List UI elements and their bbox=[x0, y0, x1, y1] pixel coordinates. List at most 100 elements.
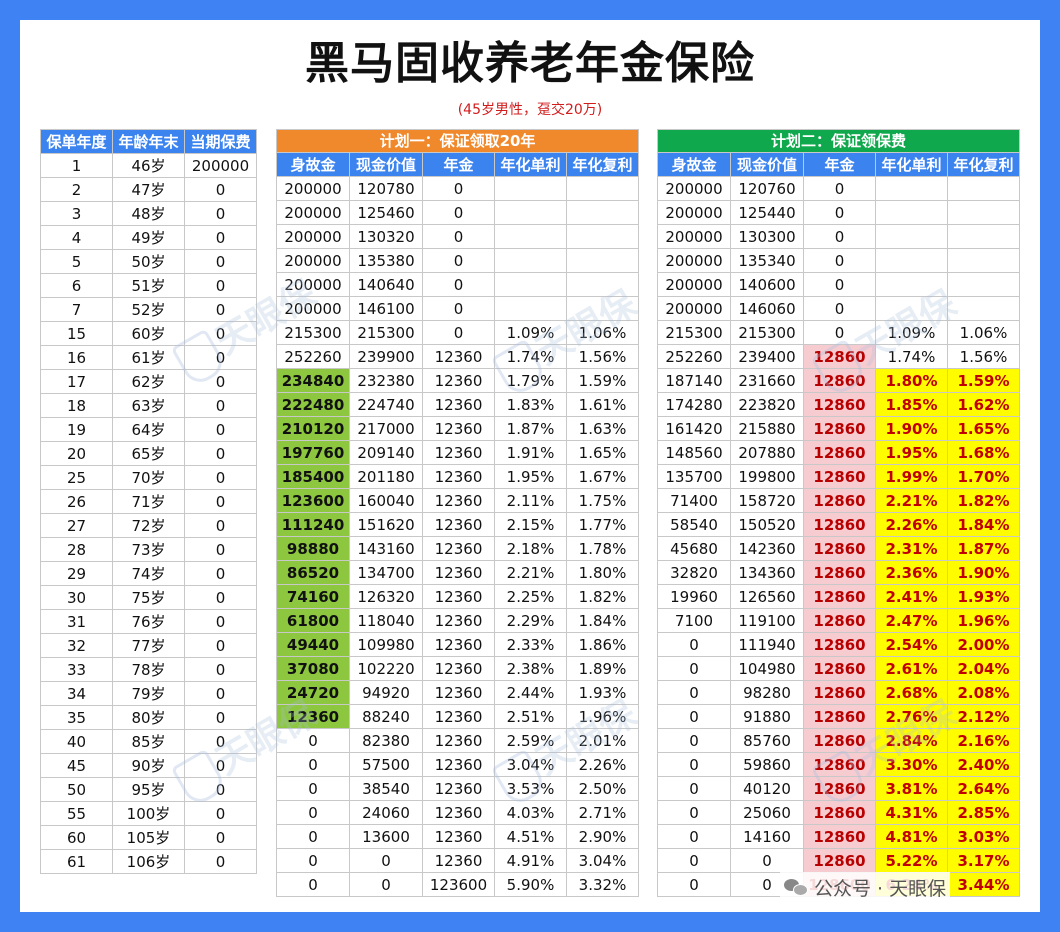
table-cell: 1.06% bbox=[566, 320, 639, 345]
table-row: 200000 125460 0 bbox=[276, 200, 639, 225]
table-cell bbox=[566, 176, 639, 201]
table-cell: 0 bbox=[349, 848, 423, 873]
table-cell: 1.93% bbox=[947, 584, 1020, 609]
table-row: 0 85760 12860 2.84% 2.16% bbox=[657, 728, 1020, 753]
table-cell: 200000 bbox=[184, 153, 257, 178]
table-cell: 0 bbox=[657, 776, 731, 801]
table-row: 3 48岁 0 bbox=[40, 201, 257, 226]
table-cell: 1.59% bbox=[947, 368, 1020, 393]
table-cell: 151620 bbox=[349, 512, 423, 537]
wechat-footer: 公众号 · 天眼保 bbox=[780, 872, 951, 902]
table-cell: 5.22% bbox=[875, 848, 948, 873]
table-cell: 215300 bbox=[349, 320, 423, 345]
table-cell: 1.74% bbox=[875, 344, 948, 369]
table-cell: 12860 bbox=[803, 680, 876, 705]
table-cell: 1.70% bbox=[947, 464, 1020, 489]
table-cell bbox=[947, 248, 1020, 273]
table-cell: 0 bbox=[184, 825, 257, 850]
table-row: 29 74岁 0 bbox=[40, 561, 257, 586]
table-cell: 252260 bbox=[276, 344, 350, 369]
table-cell: 200000 bbox=[657, 224, 731, 249]
table-cell bbox=[947, 200, 1020, 225]
table-cell: 222480 bbox=[276, 392, 350, 417]
table-cell: 17 bbox=[40, 369, 113, 394]
table-row: 200000 130300 0 bbox=[657, 224, 1020, 249]
table-cell bbox=[947, 272, 1020, 297]
table-cell: 12860 bbox=[803, 536, 876, 561]
table-cell: 70岁 bbox=[112, 465, 185, 490]
table-row: 37080 102220 12360 2.38% 1.89% bbox=[276, 656, 639, 681]
table-cell: 0 bbox=[803, 320, 876, 345]
page-subtitle: (45岁男性，趸交20万) bbox=[457, 102, 603, 118]
table-cell: 0 bbox=[184, 513, 257, 538]
table-cell: 223820 bbox=[730, 392, 804, 417]
table-cell: 57500 bbox=[349, 752, 423, 777]
table-cell: 46岁 bbox=[112, 153, 185, 178]
table-row: 7 52岁 0 bbox=[40, 297, 257, 322]
wechat-icon bbox=[784, 877, 808, 897]
column-header: 年龄年末 bbox=[112, 129, 185, 154]
table-cell: 158720 bbox=[730, 488, 804, 513]
table-row: 26 71岁 0 bbox=[40, 489, 257, 514]
table-cell: 12860 bbox=[803, 368, 876, 393]
table-cell: 2.54% bbox=[875, 632, 948, 657]
table-row: 148560 207880 12860 1.95% 1.68% bbox=[657, 440, 1020, 465]
table-row: 135700 199800 12860 1.99% 1.70% bbox=[657, 464, 1020, 489]
table-row: 200000 140600 0 bbox=[657, 272, 1020, 297]
table-cell: 120760 bbox=[730, 176, 804, 201]
table-row: 6 51岁 0 bbox=[40, 273, 257, 298]
table-row: 0 0 12360 4.91% 3.04% bbox=[276, 848, 639, 873]
table-cell: 109980 bbox=[349, 632, 423, 657]
table-cell: 4.03% bbox=[494, 800, 567, 825]
table-cell: 1.82% bbox=[566, 584, 639, 609]
table-cell: 0 bbox=[730, 848, 804, 873]
table-cell: 1.87% bbox=[947, 536, 1020, 561]
table-cell: 2.08% bbox=[947, 680, 1020, 705]
table-cell: 231660 bbox=[730, 368, 804, 393]
table-cell: 105岁 bbox=[112, 825, 185, 850]
column-header: 年化单利 bbox=[494, 152, 567, 177]
table-cell: 0 bbox=[276, 728, 350, 753]
table-cell: 90岁 bbox=[112, 753, 185, 778]
table-cell: 12360 bbox=[422, 536, 495, 561]
table-cell: 0 bbox=[184, 633, 257, 658]
table-cell: 200000 bbox=[276, 272, 350, 297]
table-row: 252260 239400 12860 1.74% 1.56% bbox=[657, 344, 1020, 369]
plan2-title: 计划二：保证领保费 bbox=[657, 129, 1020, 153]
table-cell: 1.80% bbox=[566, 560, 639, 585]
table-row: 0 13600 12360 4.51% 2.90% bbox=[276, 824, 639, 849]
table-cell: 3.03% bbox=[947, 824, 1020, 849]
table-cell: 12860 bbox=[803, 848, 876, 873]
table-cell: 2.76% bbox=[875, 704, 948, 729]
table-row: 210120 217000 12360 1.87% 1.63% bbox=[276, 416, 639, 441]
table-row: 35 80岁 0 bbox=[40, 705, 257, 730]
table-cell: 32820 bbox=[657, 560, 731, 585]
table-cell: 34 bbox=[40, 681, 113, 706]
table-row: 0 0 12860 5.22% 3.17% bbox=[657, 848, 1020, 873]
table-cell: 232380 bbox=[349, 368, 423, 393]
table-cell: 106岁 bbox=[112, 849, 185, 874]
table-cell: 102220 bbox=[349, 656, 423, 681]
table-cell: 82380 bbox=[349, 728, 423, 753]
table-cell: 215300 bbox=[276, 320, 350, 345]
table-cell: 143160 bbox=[349, 536, 423, 561]
table-cell: 161420 bbox=[657, 416, 731, 441]
table-cell: 2.12% bbox=[947, 704, 1020, 729]
table-cell: 0 bbox=[276, 776, 350, 801]
table-cell: 2.04% bbox=[947, 656, 1020, 681]
policy-year-table: 保单年度 年龄年末 当期保费 1 46岁 200000 2 47岁 0 3 48岁 0 4 49岁 0 5 50… bbox=[40, 129, 257, 874]
table-row: 200000 125440 0 bbox=[657, 200, 1020, 225]
table-cell: 2.84% bbox=[875, 728, 948, 753]
table-cell: 199800 bbox=[730, 464, 804, 489]
table-cell: 12360 bbox=[422, 704, 495, 729]
table-row: 2 47岁 0 bbox=[40, 177, 257, 202]
table-cell: 3 bbox=[40, 201, 113, 226]
table-cell: 200000 bbox=[276, 176, 350, 201]
table-cell: 2.16% bbox=[947, 728, 1020, 753]
table-cell: 3.04% bbox=[494, 752, 567, 777]
table-cell: 0 bbox=[422, 224, 495, 249]
table-cell: 146060 bbox=[730, 296, 804, 321]
table-cell: 2.36% bbox=[875, 560, 948, 585]
table-cell: 0 bbox=[657, 728, 731, 753]
table-cell bbox=[875, 296, 948, 321]
